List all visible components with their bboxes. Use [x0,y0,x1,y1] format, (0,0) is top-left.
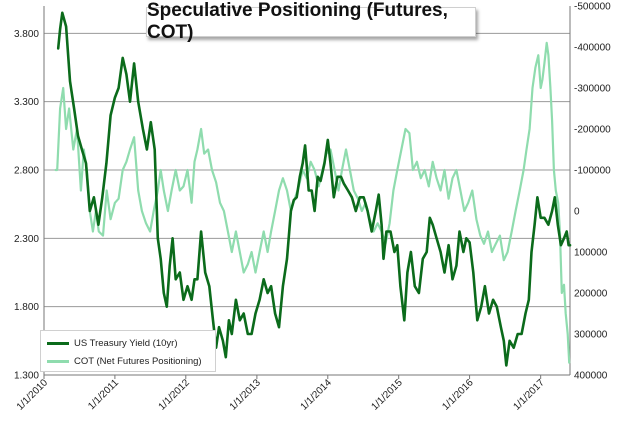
x-tick-label: 1/1/2010 [15,377,51,413]
left-tick-label: 3.800 [14,29,39,40]
right-tick-label: 200000 [574,289,608,300]
right-tick-label: -400000 [574,43,611,54]
legend-label-yield: US Treasury Yield (10yr) [74,337,178,349]
left-tick-label: 1.300 [14,371,39,382]
right-tick-label: -100000 [574,166,611,177]
legend-item-cot: COT (Net Futures Positioning) [47,354,202,368]
left-tick-label: 2.300 [14,234,39,245]
right-tick-label: 400000 [574,371,608,382]
right-tick-label: -200000 [574,125,611,136]
chart-legend: US Treasury Yield (10yr) COT (Net Future… [40,330,216,372]
right-tick-label: 0 [574,207,580,218]
right-tick-label: 300000 [574,330,608,341]
x-tick-label: 1/1/2016 [440,377,476,413]
legend-label-cot: COT (Net Futures Positioning) [74,355,202,367]
series-line-yield [56,11,572,367]
right-tick-label: 100000 [574,248,608,259]
x-tick-label: 1/1/2017 [511,377,547,413]
x-tick-label: 1/1/2013 [228,377,264,413]
left-tick-label: 2.800 [14,166,39,177]
right-tick-label: -500000 [574,2,611,13]
legend-swatch-yield [47,341,69,345]
x-tick-label: 1/1/2014 [299,377,335,413]
legend-item-yield: US Treasury Yield (10yr) [47,336,177,350]
left-tick-label: 1.800 [14,302,39,313]
x-tick-label: 1/1/2012 [157,377,193,413]
legend-swatch-cot [47,359,69,363]
left-tick-label: 3.300 [14,97,39,108]
chart-title: Speculative Positioning (Futures, COT) [146,0,476,43]
right-tick-label: -300000 [574,84,611,95]
x-tick-label: 1/1/2011 [86,377,121,412]
x-tick-label: 1/1/2015 [369,377,405,413]
